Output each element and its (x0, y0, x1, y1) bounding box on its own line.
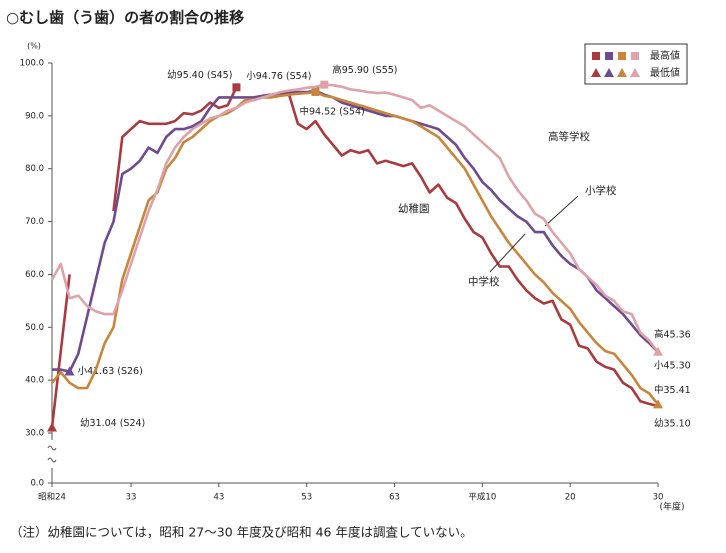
max-marker (320, 80, 329, 89)
leader-line (544, 195, 579, 227)
x-tick-label: 平成10 (468, 492, 496, 503)
legend-min-symbol (604, 68, 614, 77)
series-line (50, 86, 659, 428)
max-marker (311, 87, 320, 96)
value-label: 小45.30 (654, 361, 691, 372)
series-line (50, 83, 660, 353)
value-label: 幼95.40 (S45) (167, 69, 232, 81)
min-marker (64, 366, 75, 376)
legend-min-label: 最低値 (650, 66, 680, 79)
value-label: 高45.36 (654, 328, 691, 340)
value-label: 高95.90 (S55) (332, 64, 397, 76)
y-tick-label: 90.0 (25, 111, 44, 121)
series-line (52, 89, 659, 373)
y-tick-label: 50.0 (25, 323, 44, 333)
y-unit: (%) (27, 42, 41, 51)
y-tick-label: 80.0 (25, 164, 44, 174)
value-label: 小94.76 (S54) (246, 71, 311, 82)
legend-max-symbol (631, 52, 639, 60)
legend-min-symbol (617, 68, 627, 77)
x-unit: (年度) (659, 501, 684, 513)
y-tick-label: 0.0 (30, 479, 44, 489)
series-name: 幼稚園 (398, 202, 430, 215)
legend-box (584, 43, 688, 85)
series-name: 中学校 (468, 275, 500, 288)
value-label: 中35.41 (654, 384, 691, 396)
note: （注）幼稚園については，昭和 27～30 年度及び昭和 46 年度は調査していな… (10, 525, 473, 540)
series-line (50, 90, 660, 406)
value-label: 中94.52 (S54) (299, 105, 364, 117)
y-tick-label: 100.0 (20, 59, 44, 69)
y-tick-label: 30.0 (25, 429, 44, 439)
axis-break (47, 445, 57, 463)
min-marker (653, 399, 663, 409)
legend-max-symbol (592, 52, 600, 60)
value-label: 小41.63 (S26) (78, 366, 143, 377)
x-tick-label: 20 (565, 493, 576, 503)
y-tick-label: 70.0 (25, 217, 44, 227)
x-tick-label: 53 (301, 493, 312, 503)
x-tick-label: 33 (126, 493, 137, 503)
x-tick-label: 30 (653, 493, 664, 503)
legend-max-symbol (618, 52, 626, 60)
y-tick-label: 60.0 (25, 270, 44, 280)
legend-max-symbol (605, 52, 613, 60)
x-tick-label: 43 (213, 493, 224, 503)
value-label: 幼31.04 (S24) (80, 417, 145, 429)
y-tick-label: 40.0 (25, 376, 44, 386)
legend-min-symbol (591, 68, 601, 77)
legend-max-label: 最高値 (650, 49, 680, 62)
leader-line (489, 233, 526, 273)
legend-min-symbol (630, 68, 640, 77)
min-marker (47, 422, 57, 432)
x-tick-label: 63 (389, 493, 400, 503)
value-label: 幼35.10 (654, 418, 691, 430)
max-marker (232, 83, 241, 92)
min-marker (653, 346, 663, 356)
x-tick-label: 昭和24 (38, 493, 66, 503)
series-name: 小学校 (585, 184, 617, 197)
series-name: 高等学校 (548, 130, 590, 143)
chart-title: ○むし歯（う歯）の者の割合の推移 (6, 9, 244, 27)
